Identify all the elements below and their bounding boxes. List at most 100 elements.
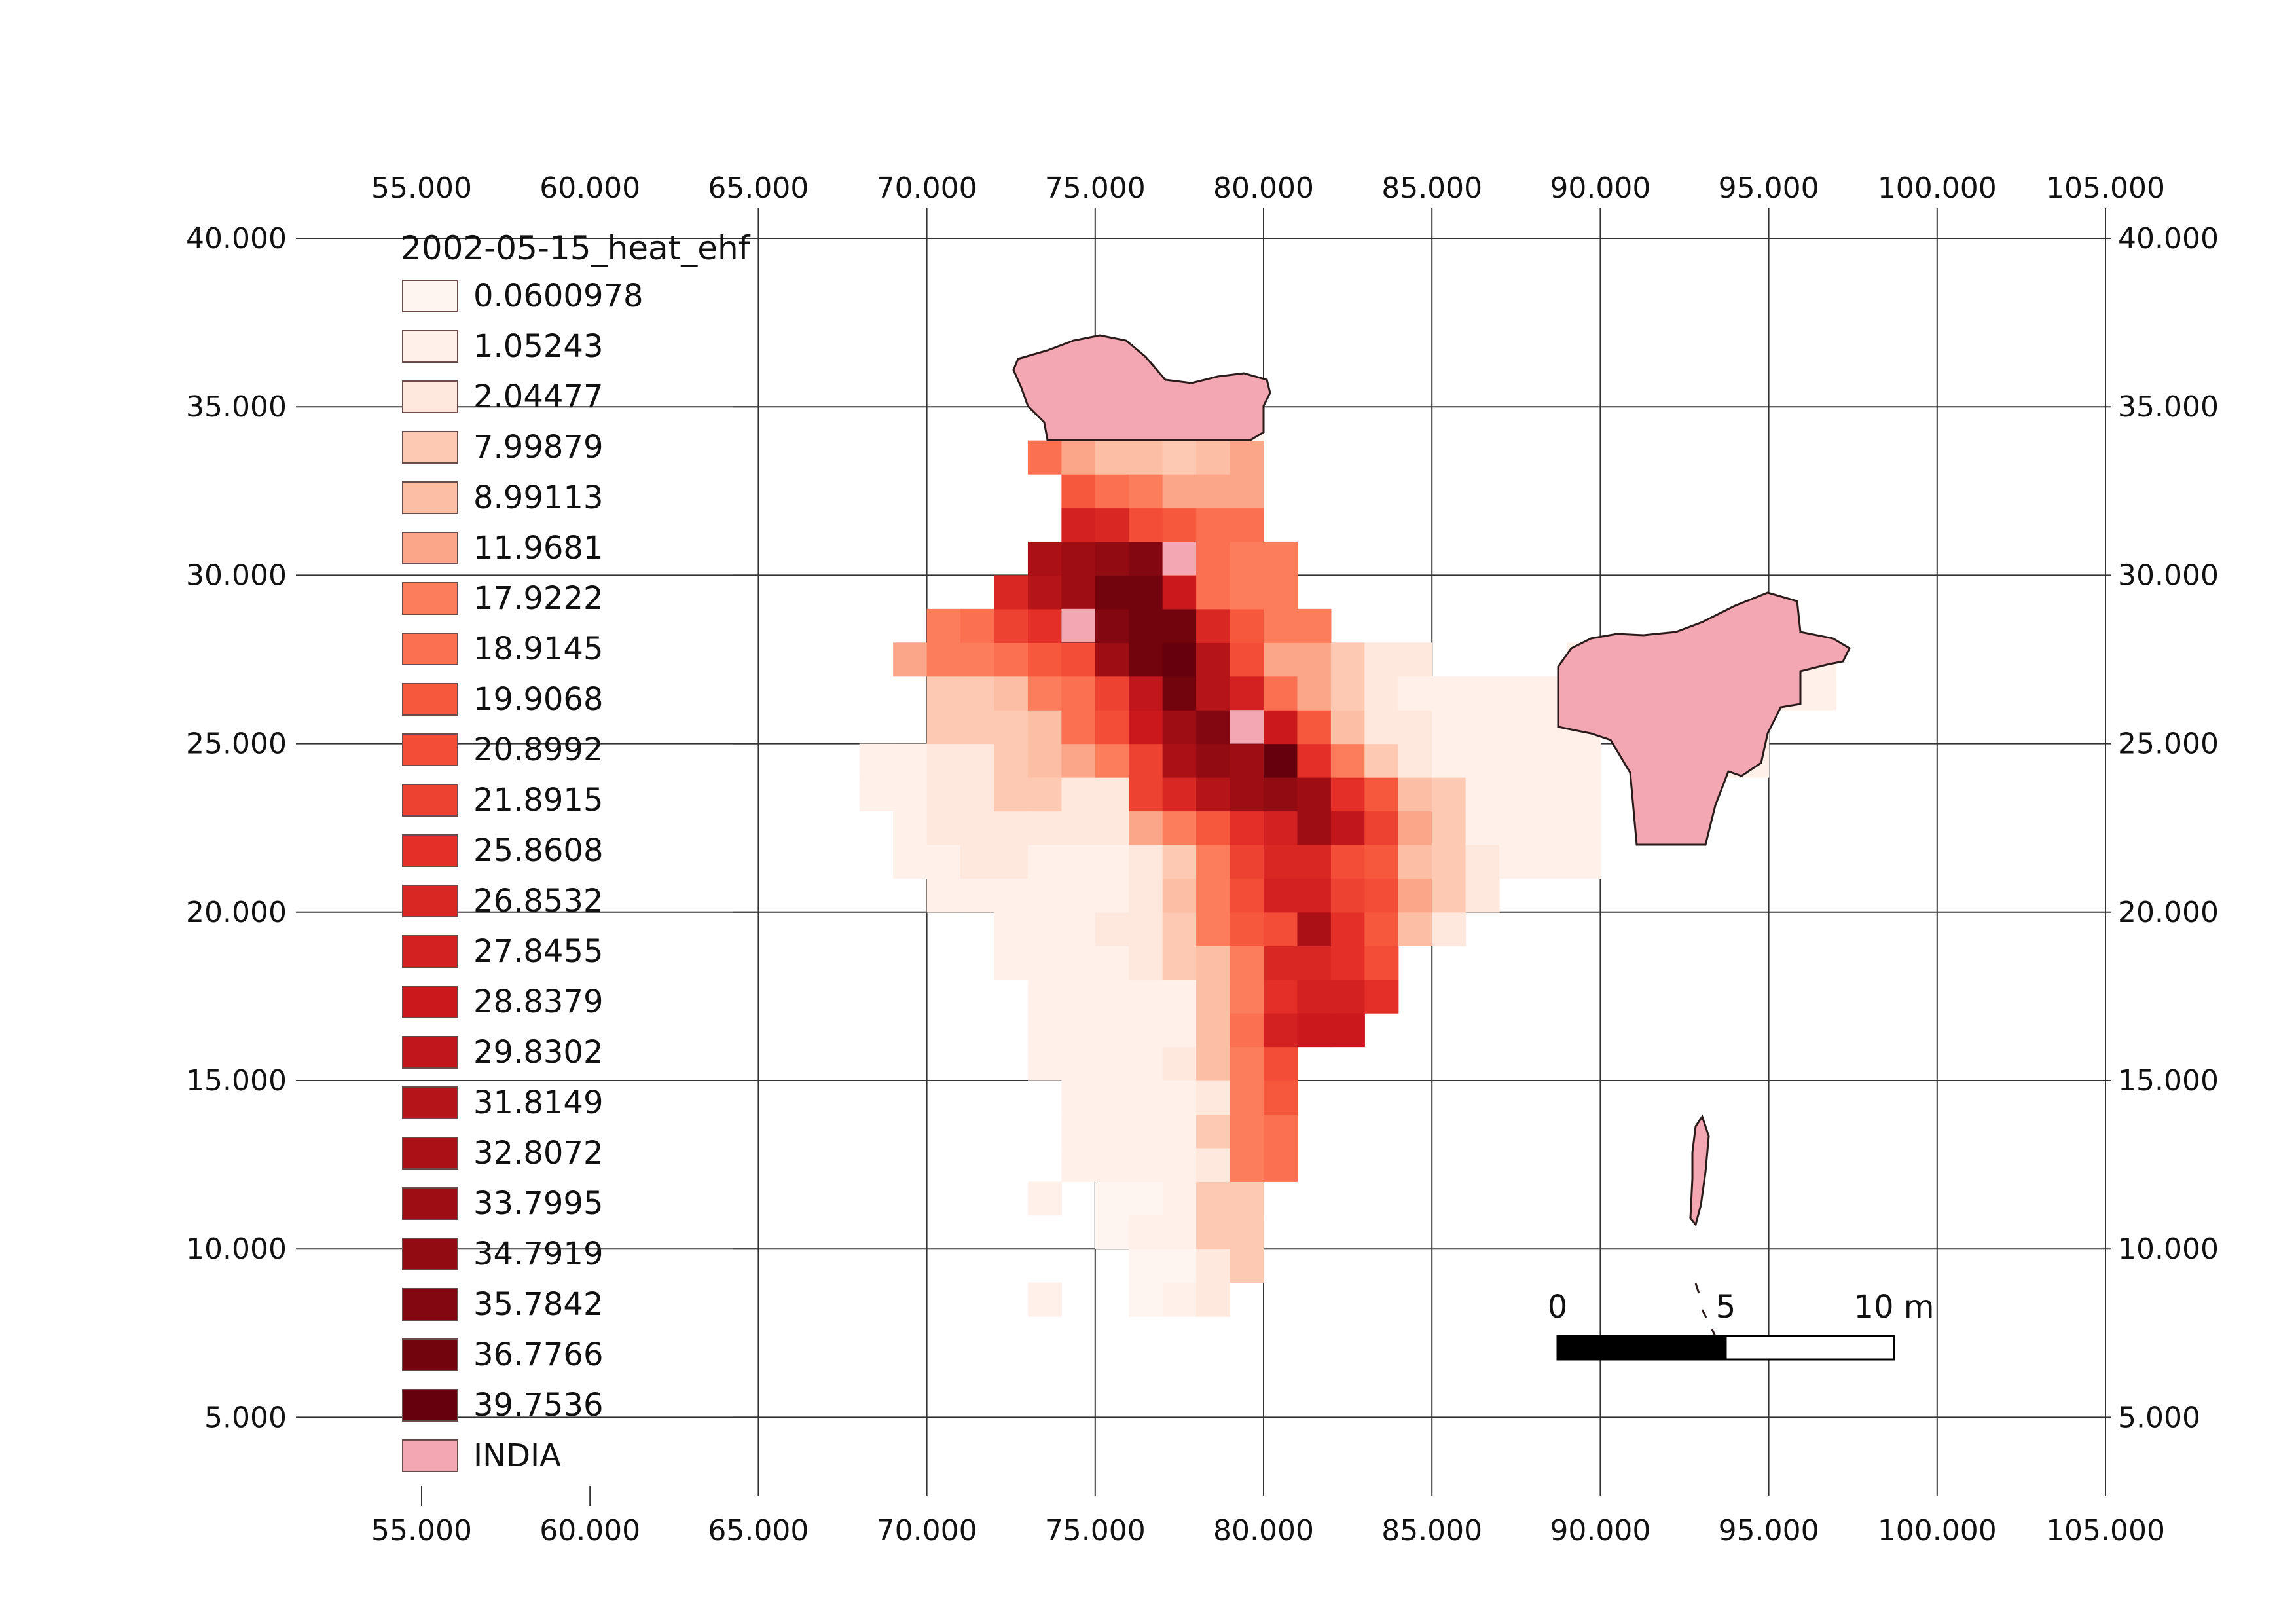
- raster-cell: [1061, 474, 1096, 509]
- raster-cell: [1196, 541, 1231, 576]
- raster-cell: [1196, 710, 1231, 745]
- raster-cell: [1196, 1282, 1231, 1317]
- raster-cell: [1095, 440, 1163, 475]
- raster-cell: [1027, 878, 1062, 913]
- raster-cell: [1061, 676, 1096, 710]
- raster-cell: [926, 710, 961, 745]
- x-tick-label-top: 60.000: [539, 172, 640, 205]
- raster-cell: [1129, 1147, 1163, 1182]
- raster-cell: [1264, 878, 1298, 913]
- y-tick-label-right: 25.000: [2118, 728, 2219, 761]
- raster-cell: [1129, 507, 1163, 542]
- raster-cell: [1330, 878, 1365, 913]
- raster-cell: [960, 777, 995, 812]
- y-tick-label-left: 5.000: [204, 1401, 287, 1434]
- raster-cell: [1398, 878, 1432, 913]
- x-tick-label-bottom: 95.000: [1719, 1514, 1819, 1547]
- raster-cell: [1196, 1046, 1231, 1081]
- raster-cell: [1162, 1215, 1197, 1249]
- legend-swatch: [402, 1288, 458, 1321]
- raster-cell: [926, 878, 961, 913]
- raster-cell: [1465, 878, 1500, 913]
- legend-label: 19.9068: [473, 681, 604, 718]
- x-tick-label-top: 65.000: [708, 172, 809, 205]
- raster-cell: [1230, 440, 1264, 475]
- raster-cell: [926, 743, 961, 778]
- raster-cell: [1095, 811, 1129, 845]
- raster-cell: [1027, 1282, 1062, 1317]
- india-nodata-cell: [1230, 710, 1264, 744]
- x-tick-label-bottom: 105.000: [2046, 1514, 2165, 1547]
- raster-cell: [1230, 1181, 1264, 1216]
- legend-swatch: [402, 1338, 458, 1371]
- raster-cell: [1297, 878, 1332, 913]
- x-tick-label-bottom: 85.000: [1381, 1514, 1482, 1547]
- raster-cell: [1162, 474, 1197, 509]
- raster-cell: [1196, 878, 1231, 913]
- legend-swatch: [402, 1389, 458, 1422]
- y-tick-label-left: 10.000: [186, 1232, 287, 1266]
- scale-bar-white-segment: [1724, 1335, 1895, 1361]
- raster-cell: [1465, 710, 1500, 745]
- y-tick-label-left: 40.000: [186, 222, 287, 255]
- y-tick-label-right: 5.000: [2118, 1401, 2200, 1434]
- raster-cell: [1095, 642, 1129, 677]
- raster-cell: [1162, 507, 1197, 542]
- legend-label: 1.05243: [473, 328, 604, 365]
- raster-cell: [1129, 474, 1163, 509]
- raster-cell: [1061, 743, 1096, 778]
- raster-cell: [1264, 1013, 1298, 1048]
- raster-cell: [1230, 642, 1264, 677]
- raster-cell: [1162, 575, 1197, 610]
- raster-cell: [1230, 1080, 1264, 1115]
- raster-cell: [1330, 1013, 1365, 1048]
- legend-swatch: [402, 935, 458, 968]
- raster-cell: [1027, 575, 1062, 610]
- raster-cell: [1330, 743, 1365, 778]
- legend-label: 27.8455: [473, 933, 604, 970]
- raster-cell: [1162, 1114, 1197, 1149]
- raster-cell: [1297, 710, 1332, 745]
- legend-label: 33.7995: [473, 1185, 604, 1222]
- raster-cell: [1162, 811, 1197, 845]
- raster-cell: [1297, 912, 1332, 946]
- x-tick-label-bottom: 70.000: [877, 1514, 977, 1547]
- scale-bar: 0 5 10 m: [1548, 1289, 1935, 1361]
- raster-cell: [1533, 844, 1567, 879]
- raster-cell: [893, 844, 928, 879]
- raster-cell: [1432, 743, 1467, 778]
- raster-cell: [1230, 575, 1264, 610]
- legend-swatch: [402, 481, 458, 514]
- raster-cell: [1264, 676, 1298, 710]
- raster-cell: [1061, 946, 1096, 980]
- raster-cell: [1566, 811, 1601, 845]
- legend-swatch: [402, 834, 458, 867]
- raster-cell: [1129, 1080, 1163, 1115]
- raster-cell: [1398, 710, 1432, 745]
- legend-swatch: [402, 633, 458, 665]
- legend-label: 26.8532: [473, 883, 604, 919]
- raster-cell: [1264, 1114, 1298, 1149]
- raster-cell: [893, 743, 928, 778]
- raster-cell: [1364, 946, 1399, 980]
- scale-bar-label: 10 m: [1853, 1289, 1934, 1325]
- legend-label: 28.8379: [473, 984, 604, 1020]
- raster-cell: [1162, 878, 1197, 913]
- raster-cell: [1129, 575, 1163, 610]
- raster-cell: [1196, 743, 1231, 778]
- y-tick-label-left: 35.000: [186, 390, 287, 424]
- raster-cell: [1196, 1181, 1231, 1216]
- raster-cell: [1061, 844, 1096, 879]
- raster-cell: [1061, 541, 1096, 576]
- raster-cell: [1095, 743, 1129, 778]
- raster-cell: [1264, 1046, 1298, 1081]
- raster-cell: [1162, 1147, 1197, 1182]
- raster-cell: [1129, 541, 1163, 576]
- raster-cell: [1162, 1013, 1197, 1048]
- raster-cell: [1533, 777, 1567, 812]
- raster-cell: [1129, 676, 1163, 710]
- raster-cell: [1465, 743, 1500, 778]
- raster-cell: [1297, 676, 1332, 710]
- raster-cell: [1196, 912, 1231, 946]
- raster-cell: [1297, 642, 1332, 677]
